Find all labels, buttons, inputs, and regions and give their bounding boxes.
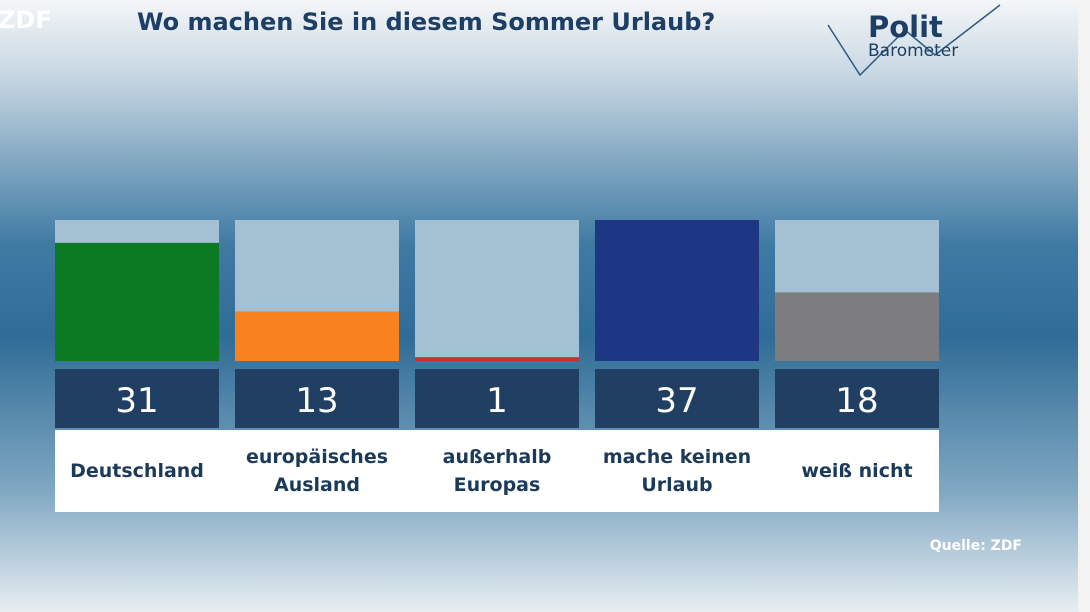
value-label: 37: [655, 381, 698, 421]
bar: [235, 311, 399, 361]
category-label: mache keinen Urlaub: [602, 446, 752, 496]
category-label: europäisches Ausland: [245, 446, 389, 496]
bar-background: [415, 220, 579, 361]
value-label: 31: [115, 381, 158, 421]
category-label: Deutschland: [70, 460, 204, 482]
value-box: [595, 369, 759, 428]
label-panel: [55, 430, 939, 512]
bar: [775, 292, 939, 361]
brand-bottom: Barometer: [868, 41, 958, 61]
chart-title: Wo machen Sie in diesem Sommer Urlaub?: [137, 8, 715, 36]
value-label: 1: [486, 381, 508, 421]
value-label: 18: [835, 381, 878, 421]
brand-graphic: [827, 4, 1001, 77]
logo: ZDF: [0, 6, 52, 34]
category-label: weiß nicht: [801, 460, 913, 482]
value-box: [235, 369, 399, 428]
value-label: 13: [295, 381, 338, 421]
source: Quelle: ZDF: [930, 538, 1022, 554]
value-box: [415, 369, 579, 428]
bar: [595, 220, 759, 361]
bar: [415, 357, 579, 361]
value-box: [775, 369, 939, 428]
category-label: außerhalb Europas: [442, 446, 552, 496]
bar: [55, 242, 219, 361]
value-box: [55, 369, 219, 428]
brand-top: Polit: [868, 10, 943, 44]
